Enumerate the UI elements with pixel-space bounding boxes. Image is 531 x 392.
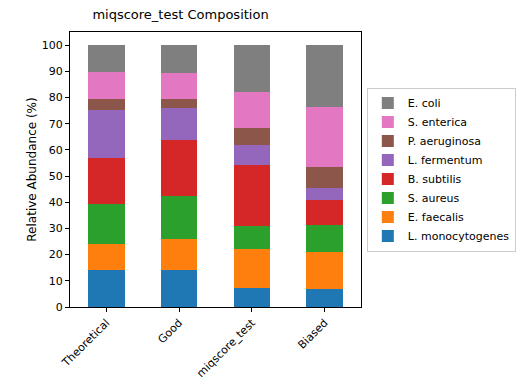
svg-text:30: 30 [49,222,63,235]
svg-text:miqscore_test Composition: miqscore_test Composition [92,7,268,22]
svg-text:P. aeruginosa: P. aeruginosa [408,135,481,148]
svg-text:70: 70 [49,118,63,131]
svg-text:S. enterica: S. enterica [408,116,467,129]
svg-text:20: 20 [49,248,63,261]
svg-text:B. subtilis: B. subtilis [408,173,462,186]
svg-text:60: 60 [49,144,63,157]
svg-text:L. fermentum: L. fermentum [408,154,483,167]
svg-text:miqscore_test: miqscore_test [194,316,258,380]
svg-text:Theoretical: Theoretical [59,317,112,370]
svg-text:S. aureus: S. aureus [408,192,460,205]
svg-text:0: 0 [56,301,63,314]
svg-text:Biased: Biased [295,317,330,352]
svg-text:100: 100 [42,39,63,52]
svg-text:Relative Abundance (%): Relative Abundance (%) [25,97,39,241]
svg-text:E. faecalis: E. faecalis [408,211,464,224]
svg-text:Good: Good [155,317,185,347]
svg-text:40: 40 [49,196,63,209]
svg-text:50: 50 [49,170,63,183]
svg-text:90: 90 [49,65,63,78]
svg-text:L. monocytogenes: L. monocytogenes [408,230,509,243]
svg-text:80: 80 [49,91,63,104]
svg-text:10: 10 [49,275,63,288]
svg-text:E. coli: E. coli [408,97,441,110]
